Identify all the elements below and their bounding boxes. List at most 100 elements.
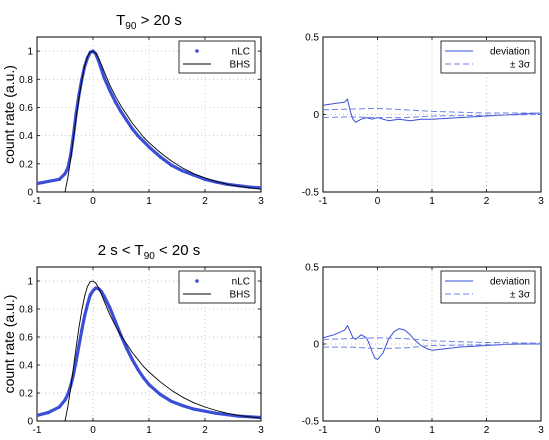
data-point-nlc <box>169 163 173 167</box>
legend-label: BHS <box>229 60 250 71</box>
legend: deviation ± 3σ <box>440 40 536 74</box>
y-tick-label: 0.6 <box>19 103 33 114</box>
y-tick-label: 0 <box>27 417 33 428</box>
data-point-nlc <box>46 411 50 415</box>
x-tick-label: 0 <box>90 196 96 207</box>
panel-3: -1 0 1 2 300.20.40.60.812 s < T90 < 20 scoun… <box>1 242 264 436</box>
series-3sigma-lower-line <box>323 114 541 119</box>
data-point-nlc <box>214 411 218 415</box>
panel-title: 2 s < T90 < 20 s <box>98 242 201 262</box>
data-point-nlc <box>141 139 145 143</box>
data-point-nlc <box>37 181 39 186</box>
plot-data <box>323 98 541 123</box>
data-point-nlc <box>94 286 98 290</box>
x-tick-label: 1 <box>429 425 435 435</box>
legend-label: deviation <box>490 277 530 288</box>
series-3sigma-upper-line <box>323 337 541 344</box>
data-point-nlc <box>83 314 87 318</box>
data-point-nlc <box>77 343 81 347</box>
x-tick-label: 0 <box>375 196 381 207</box>
data-point-nlc <box>99 67 103 72</box>
data-point-nlc <box>46 179 50 184</box>
data-point-nlc <box>57 177 62 181</box>
y-axis-label: count rate (a.u.) <box>1 65 17 164</box>
legend-label: nLC <box>232 277 250 288</box>
series-3sigma-upper-line <box>323 107 541 114</box>
legend: nLC BHS <box>178 270 256 304</box>
y-tick-label: 0.4 <box>19 131 33 142</box>
panel-title: T90 > 20 s <box>116 12 182 32</box>
data-point-nlc <box>102 76 106 80</box>
series-bhs-line <box>64 280 261 421</box>
data-point-nlc <box>259 186 261 190</box>
legend-label: deviation <box>490 47 530 58</box>
x-tick-label: 2 <box>484 425 490 435</box>
series-deviation-line <box>323 98 541 123</box>
y-tick-label: 0 <box>27 188 33 199</box>
x-tick-label: 0 <box>375 425 381 435</box>
y-tick-label: 1 <box>27 47 33 58</box>
y-tick-label: 0.8 <box>19 75 33 86</box>
y-tick-label: 1 <box>27 277 33 288</box>
x-tick-label: 0 <box>90 425 96 435</box>
data-point-nlc <box>259 415 261 420</box>
y-tick-label: 0.5 <box>305 33 319 44</box>
x-tick-label: 3 <box>538 196 544 207</box>
data-point-nlc <box>203 409 207 413</box>
y-tick-label: -0.5 <box>302 188 320 199</box>
data-point-nlc <box>63 172 67 176</box>
data-point-nlc <box>108 88 112 93</box>
data-point-nlc <box>169 399 173 403</box>
data-point-nlc <box>80 328 84 332</box>
data-point-nlc <box>125 346 129 350</box>
y-tick-label: -0.5 <box>302 417 320 428</box>
data-point-nlc <box>74 359 78 363</box>
data-point-nlc <box>85 303 89 307</box>
panel-2: -1 0 1 2 3 -0.5 0 0.5 deviation ± 3σ <box>302 33 544 208</box>
y-tick-label: 0.5 <box>305 263 319 274</box>
data-point-nlc <box>130 357 134 361</box>
data-point-nlc <box>181 404 185 408</box>
data-point-nlc <box>113 320 117 324</box>
x-tick-label: 2 <box>202 196 208 207</box>
x-tick-label: 3 <box>538 425 544 435</box>
data-point-nlc <box>37 413 39 417</box>
legend-box <box>178 40 256 74</box>
y-axis-label: count rate (a.u.) <box>1 295 17 394</box>
plot-data <box>37 280 261 421</box>
x-tick-label: 2 <box>202 425 208 435</box>
plot-data <box>37 49 261 192</box>
y-tick-label: 0.2 <box>19 159 33 170</box>
x-tick-label: 3 <box>258 425 264 435</box>
y-tick-label: 0.4 <box>19 361 33 372</box>
x-tick-label: -1 <box>33 425 42 435</box>
x-tick-label: 3 <box>258 196 264 207</box>
series-nlc-line <box>37 286 261 420</box>
legend-label: ± 3σ <box>510 60 531 71</box>
legend-box <box>440 270 536 304</box>
data-point-nlc <box>102 294 106 298</box>
data-point-nlc <box>130 126 134 131</box>
data-point-nlc <box>63 398 67 402</box>
y-tick-label: 0 <box>313 110 319 121</box>
data-point-nlc <box>147 145 151 149</box>
legend-label: ± 3σ <box>510 290 531 301</box>
data-point-nlc <box>91 289 95 293</box>
data-point-nlc <box>192 407 196 411</box>
x-tick-label: 1 <box>146 425 152 435</box>
legend: nLC BHS <box>178 40 256 74</box>
y-tick-label: 0.6 <box>19 333 33 344</box>
data-point-nlc <box>125 118 129 122</box>
data-point-nlc <box>108 306 112 310</box>
x-tick-label: 1 <box>146 196 152 207</box>
data-point-nlc <box>88 293 92 297</box>
legend: deviation ± 3σ <box>440 270 536 304</box>
x-tick-label: 2 <box>484 196 490 207</box>
legend-marker-nlc <box>195 49 199 53</box>
legend-label: nLC <box>232 47 250 58</box>
x-tick-label: -1 <box>319 425 328 435</box>
data-point-nlc <box>158 392 162 396</box>
